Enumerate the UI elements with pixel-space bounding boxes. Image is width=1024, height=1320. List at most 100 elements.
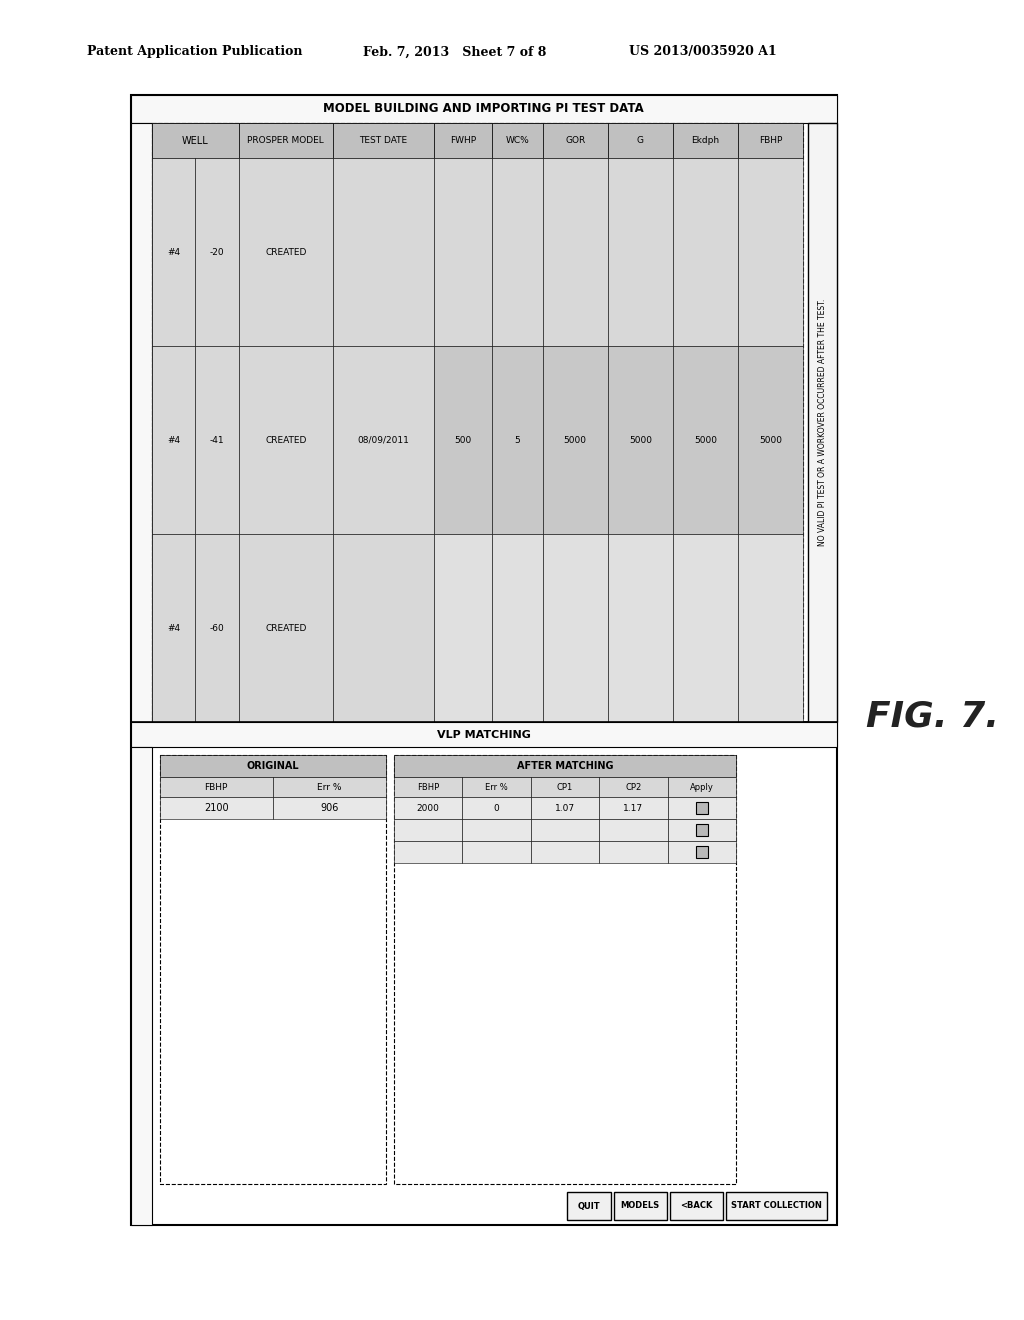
- Text: 5000: 5000: [759, 436, 782, 445]
- Bar: [152, 535, 196, 722]
- Bar: [462, 820, 530, 841]
- Bar: [668, 797, 736, 820]
- Bar: [493, 123, 543, 158]
- Bar: [543, 346, 608, 535]
- Bar: [493, 346, 543, 535]
- Bar: [239, 158, 333, 346]
- Bar: [696, 803, 708, 814]
- Text: QUIT: QUIT: [578, 1201, 600, 1210]
- Bar: [599, 797, 668, 820]
- Bar: [668, 820, 736, 841]
- Bar: [493, 535, 543, 722]
- Bar: [599, 841, 668, 863]
- Text: CREATED: CREATED: [265, 623, 306, 632]
- Bar: [738, 346, 803, 535]
- Bar: [393, 755, 736, 777]
- Text: FBHP: FBHP: [759, 136, 782, 145]
- Bar: [696, 846, 708, 858]
- Bar: [434, 123, 493, 158]
- Bar: [239, 123, 333, 158]
- Text: 5000: 5000: [694, 436, 717, 445]
- Bar: [131, 95, 837, 123]
- Text: FIG. 7.: FIG. 7.: [866, 700, 999, 734]
- Bar: [393, 755, 736, 1184]
- Text: CREATED: CREATED: [265, 248, 306, 256]
- Bar: [462, 797, 530, 820]
- Bar: [196, 158, 239, 346]
- Text: 906: 906: [321, 803, 339, 813]
- Text: -60: -60: [210, 623, 224, 632]
- Bar: [333, 535, 434, 722]
- Bar: [152, 158, 196, 346]
- Text: #4: #4: [167, 623, 180, 632]
- Bar: [726, 1192, 827, 1220]
- Text: 5000: 5000: [564, 436, 587, 445]
- Bar: [152, 123, 803, 722]
- Bar: [599, 777, 668, 797]
- Bar: [808, 123, 837, 722]
- Bar: [160, 777, 272, 797]
- Bar: [738, 123, 803, 158]
- Bar: [393, 841, 462, 863]
- Bar: [530, 777, 599, 797]
- Text: US 2013/0035920 A1: US 2013/0035920 A1: [629, 45, 777, 58]
- Bar: [530, 797, 599, 820]
- Bar: [333, 346, 434, 535]
- Text: <BACK: <BACK: [680, 1201, 713, 1210]
- Bar: [333, 123, 434, 158]
- Text: Err %: Err %: [317, 783, 342, 792]
- Bar: [543, 123, 608, 158]
- Bar: [152, 123, 239, 158]
- Bar: [673, 535, 738, 722]
- Bar: [239, 535, 333, 722]
- Bar: [738, 158, 803, 346]
- Bar: [131, 95, 837, 722]
- Bar: [608, 158, 673, 346]
- Text: Apply: Apply: [690, 783, 714, 792]
- Text: CP1: CP1: [557, 783, 573, 792]
- Text: START COLLECTION: START COLLECTION: [731, 1201, 822, 1210]
- Bar: [131, 747, 152, 1225]
- Text: TEST DATE: TEST DATE: [359, 136, 408, 145]
- Bar: [393, 820, 462, 841]
- Text: ORIGINAL: ORIGINAL: [247, 762, 299, 771]
- Bar: [673, 123, 738, 158]
- Text: NO VALID PI TEST OR A WORKOVER OCCURRED AFTER THE TEST.: NO VALID PI TEST OR A WORKOVER OCCURRED …: [818, 298, 827, 546]
- Text: WC%: WC%: [506, 136, 529, 145]
- Text: GOR: GOR: [565, 136, 586, 145]
- Text: Patent Application Publication: Patent Application Publication: [87, 45, 303, 58]
- Text: -20: -20: [210, 248, 224, 256]
- Text: G: G: [637, 136, 644, 145]
- Text: 5: 5: [514, 436, 520, 445]
- Bar: [196, 535, 239, 722]
- Bar: [608, 123, 673, 158]
- Bar: [393, 797, 462, 820]
- Bar: [152, 346, 196, 535]
- Text: 5000: 5000: [629, 436, 652, 445]
- Bar: [131, 95, 837, 1225]
- Text: 1.17: 1.17: [624, 804, 643, 813]
- Bar: [333, 158, 434, 346]
- Bar: [543, 158, 608, 346]
- Text: 08/09/2011: 08/09/2011: [357, 436, 410, 445]
- Bar: [393, 777, 462, 797]
- Text: CREATED: CREATED: [265, 436, 306, 445]
- Bar: [493, 158, 543, 346]
- Bar: [668, 841, 736, 863]
- Bar: [196, 346, 239, 535]
- Bar: [160, 755, 386, 1184]
- Bar: [434, 346, 493, 535]
- Text: Err %: Err %: [485, 783, 508, 792]
- Bar: [530, 841, 599, 863]
- Text: 0: 0: [494, 804, 499, 813]
- Bar: [668, 777, 736, 797]
- Text: 2100: 2100: [204, 803, 228, 813]
- Bar: [462, 777, 530, 797]
- Bar: [239, 346, 333, 535]
- Text: 2000: 2000: [417, 804, 439, 813]
- Text: Ekdph: Ekdph: [691, 136, 720, 145]
- Bar: [462, 841, 530, 863]
- Text: -41: -41: [210, 436, 224, 445]
- Text: FBHP: FBHP: [205, 783, 228, 792]
- Text: Feb. 7, 2013   Sheet 7 of 8: Feb. 7, 2013 Sheet 7 of 8: [362, 45, 546, 58]
